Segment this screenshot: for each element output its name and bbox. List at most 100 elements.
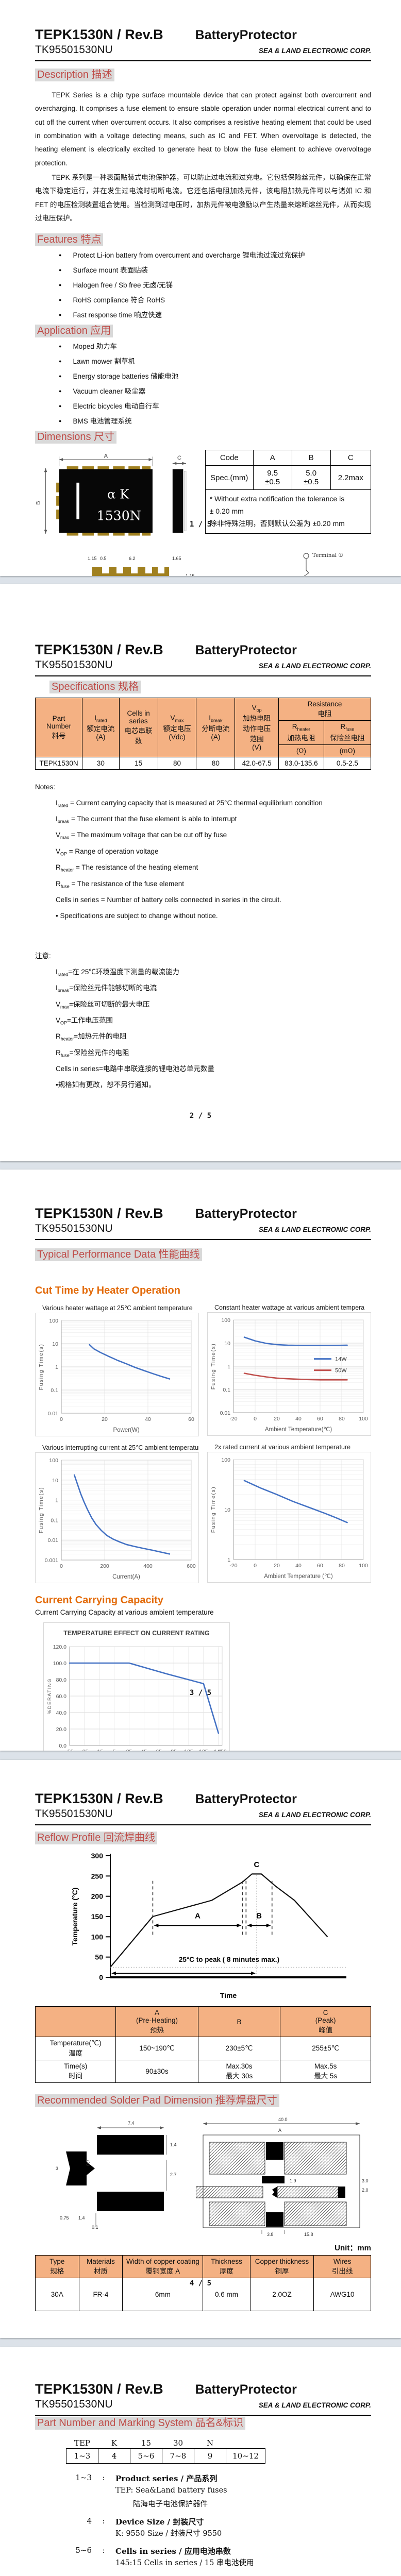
note-item: Rfuse = The resistance of the fuse eleme…: [56, 879, 185, 889]
marking-item-1: 1~3: Product series / 产品系列 TEP: Sea&Land…: [75, 2473, 227, 2509]
section-marking: Part Number and Marking System 品名&标识: [35, 2417, 246, 2430]
spec-h-vop: Vop 加热电阻 动作电压 范围 (V): [235, 698, 279, 757]
chip-marking-line2: 1530N: [97, 509, 141, 523]
padl-dim-6: 1.4: [78, 2215, 85, 2221]
header-rule: [35, 60, 371, 61]
padl-dim-4: 0.7: [86, 2159, 91, 2166]
doc-title: TEPK1530N / Rev.B: [35, 27, 163, 42]
padr-dim-6: 3.8: [267, 2232, 274, 2237]
reflow-h-a: A (Pre-Heating) 预热: [115, 2006, 198, 2037]
page1-header: TEPK1530N / Rev.B BatteryProtector TK955…: [35, 0, 371, 61]
svg-text:B: B: [256, 1911, 262, 1920]
marking-top-row: TEP K 15 30 N: [74, 2438, 214, 2448]
spec-h-resistance: Resistance 电阻: [278, 698, 372, 721]
svg-text:1: 1: [55, 1498, 58, 1504]
land-dim-0: 1.15: [88, 556, 97, 561]
dimension-table: Code A B C Spec.(mm) 9.5 ±0.5 5.0 ±0.5 2.2…: [205, 450, 372, 534]
padl-dim-5: 0.75: [60, 2215, 69, 2221]
chip-body: [59, 469, 153, 533]
svg-text:200: 200: [100, 1563, 109, 1569]
dim-val-c: 2.2max: [330, 465, 372, 490]
svg-text:10: 10: [52, 1341, 58, 1347]
spec-data-row: TEPK1530N 30 15 80 80 42.0-67.5 83.0-135.6 0…: [35, 756, 372, 770]
svg-text:1: 1: [227, 1364, 230, 1370]
copper-h-type: Type 规格: [35, 2255, 79, 2278]
dim-b-label: B: [35, 501, 41, 504]
dim-h-code: Code: [205, 450, 254, 466]
copper-h-copper: Copper thickness 铜厚: [249, 2255, 314, 2278]
copper-h-wires: Wires 引出线: [313, 2255, 371, 2278]
page3-number: 3 / 5: [189, 1689, 212, 1697]
page-2: TEPK1530N / Rev.B BatteryProtector TK955…: [0, 584, 401, 1161]
part-number: TK95501530NU: [35, 2398, 113, 2410]
company-name: SEA & LAND ELECTRONIC CORP.: [258, 1226, 371, 1233]
ccc-heading: Current Carrying Capacity: [35, 1595, 163, 1606]
spec-h-part: Part Number 料号: [35, 698, 83, 757]
company-name: SEA & LAND ELECTRONIC CORP.: [258, 47, 371, 55]
section-features: Features 特点: [35, 233, 104, 247]
chart2-title: Constant heater wattage at various ambie…: [214, 1304, 365, 1311]
product-name: BatteryProtector: [195, 2382, 297, 2397]
page4-number: 4 / 5: [189, 2279, 212, 2287]
product-name: BatteryProtector: [195, 1792, 297, 1806]
svg-text:%DERATING: %DERATING: [47, 1678, 53, 1714]
padr-dim-4: 3.0: [362, 2178, 369, 2183]
svg-text:20.0: 20.0: [56, 1726, 67, 1733]
spec-h-rheater: Rheater 加热电阻: [278, 720, 324, 745]
svg-text:0: 0: [99, 1973, 103, 1981]
note-item: VOP = Range of operation voltage: [56, 847, 159, 857]
description-en: TEPK Series is a chip type surface mount…: [35, 91, 371, 167]
marking-cell-row: 1~3 4 5~6 7~8 9 10~12: [66, 2448, 265, 2464]
reflow-table: A (Pre-Heating) 预热 B C (Peak) 峰值 Temperature…: [35, 2006, 371, 2083]
svg-text:Fusing Time(s): Fusing Time(s): [210, 1486, 216, 1533]
note-item: •规格如有更改，恕不另行通知。: [56, 1081, 156, 1089]
note-item: Cells in series = Number of battery cell…: [56, 895, 281, 904]
company-name: SEA & LAND ELECTRONIC CORP.: [258, 1811, 371, 1819]
part-number: TK95501530NU: [35, 1808, 113, 1820]
svg-text:85: 85: [171, 1749, 177, 1751]
spec-h-rheater-unit: (Ω): [278, 744, 324, 757]
reflow-profile-chart: 0 50 100 150 200 250 300 Temperature (°C) Time A B…: [66, 1846, 355, 2001]
padr-dim-5: 2.0: [362, 2188, 369, 2193]
svg-text:Power(W): Power(W): [113, 1427, 139, 1433]
features-list: Protect Li-ion battery from overcurrent …: [35, 249, 371, 319]
svg-text:-20: -20: [229, 1563, 237, 1569]
dim-val-a: 9.5 ±0.5: [253, 465, 292, 490]
svg-text:0: 0: [60, 1416, 63, 1422]
marking-item-3: 5~6: Cells in series / 应用电池串数 145:15 Cel…: [75, 2546, 254, 2568]
chart4-title: 2x rated current at various ambient temp…: [214, 1444, 351, 1451]
svg-text:600: 600: [187, 1563, 196, 1569]
application-item: BMS 电池管理系统: [59, 415, 371, 426]
page-5: TEPK1530N / Rev.B BatteryProtector TK955…: [0, 2347, 401, 2576]
svg-text:20: 20: [274, 1416, 280, 1422]
tolerance-note: * Without extra notification the toleran…: [205, 489, 372, 534]
svg-text:0: 0: [254, 1416, 257, 1422]
note-item: Vmax = The maximum voltage that can be c…: [56, 831, 227, 841]
svg-text:Current(A): Current(A): [112, 1574, 140, 1580]
doc-title: TEPK1530N / Rev.B: [35, 642, 163, 657]
chart-derating: 0.0 20.0 40.0 60.0 80.0 100.0 120.0 -55 -35 -15 5 2…: [43, 1622, 230, 1751]
svg-text:145: 145: [214, 1749, 223, 1751]
marking-diagram: TEP K 15 30 N 1~3 4 5~6 7~8 9 10~12: [66, 2438, 371, 2464]
svg-text:80.0: 80.0: [56, 1677, 67, 1683]
spec-h-rfuse-unit: (mΩ): [323, 744, 372, 757]
marking-item-4: 7~8: Rated Current / 使用电流 30: Irated 30A…: [35, 2575, 371, 2576]
spec-h-irated: Irated 额定电流 (A): [82, 698, 120, 757]
land-dim-4: 1.15: [186, 573, 195, 576]
dim-val-b: 5.0 ±0.5: [291, 465, 331, 490]
feature-item: Fast response time 响应快速: [59, 309, 371, 319]
svg-text:-20: -20: [229, 1416, 237, 1422]
page-1: TEPK1530N / Rev.B BatteryProtector TK955…: [0, 0, 401, 576]
svg-text:Fusing Time(s): Fusing Time(s): [38, 1344, 44, 1390]
svg-text:20: 20: [274, 1563, 280, 1569]
reflow-h-c: C (Peak) 峰值: [280, 2006, 371, 2037]
svg-text:100: 100: [49, 1458, 58, 1464]
padr-dim-3: 1.9: [290, 2178, 296, 2183]
svg-text:60: 60: [188, 1416, 194, 1422]
product-name: BatteryProtector: [195, 28, 297, 42]
svg-text:120.0: 120.0: [53, 1644, 66, 1650]
svg-text:-55: -55: [65, 1749, 73, 1751]
chart-constant-heater: 0.01 0.1 1 10 100 -20 0 20 40 60 80 100 Ambient Temp…: [207, 1312, 371, 1436]
doc-title: TEPK1530N / Rev.B: [35, 1206, 163, 1221]
dim-h-c: C: [330, 450, 372, 466]
